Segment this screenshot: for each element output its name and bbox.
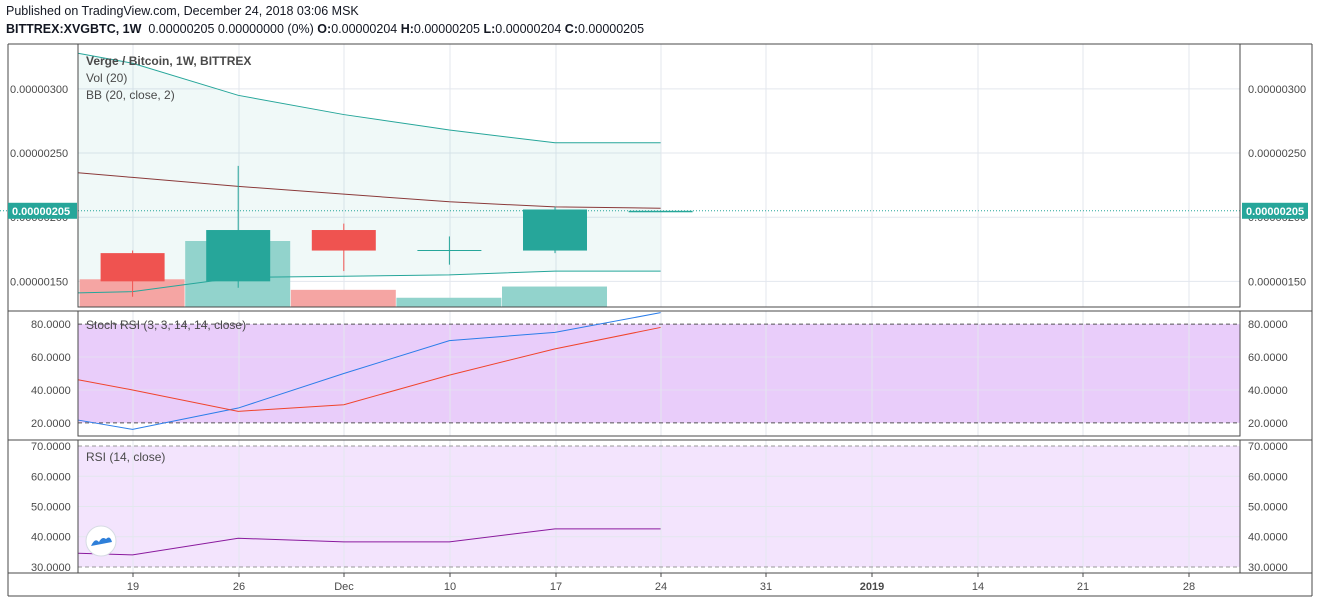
tradingview-logo-cloud [91, 537, 112, 546]
volume-bar [502, 286, 607, 307]
candle-body [100, 253, 165, 282]
y-tick-left: 0.00000300 [10, 84, 68, 96]
stoch-k-line [77, 312, 661, 430]
x-tick-label: 19 [127, 581, 139, 593]
x-tick-label: Dec [334, 581, 354, 593]
x-tick-label: 21 [1077, 581, 1089, 593]
stoch-pane-title: Stoch RSI (3, 3, 14, 14, close) [86, 318, 246, 332]
x-tick-label: 2019 [860, 581, 884, 593]
y-tick-left: 50.0000 [31, 502, 71, 514]
pane-border [77, 310, 1241, 437]
bollinger-legend: BB (20, close, 2) [86, 88, 175, 102]
x-tick-label: 24 [655, 581, 667, 593]
rsi-pane-title: RSI (14, close) [86, 450, 165, 464]
y-tick-right: 60.0000 [1248, 352, 1288, 364]
y-tick-left: 40.0000 [31, 385, 71, 397]
y-tick-left: 70.0000 [31, 441, 71, 453]
x-tick-label: 10 [444, 581, 456, 593]
stoch-d-line [77, 326, 661, 412]
close-label: C: [564, 22, 578, 36]
last-price-label-right: 0.00000205 [1246, 206, 1304, 218]
y-tick-right: 40.0000 [1248, 532, 1288, 544]
rsi-line [77, 528, 661, 556]
last-price-badge-right [1242, 202, 1308, 219]
price-pane-title: Verge / Bitcoin, 1W, BITTREX [86, 54, 251, 68]
chart-marks [0, 52, 1240, 568]
x-tick-label: 14 [972, 581, 984, 593]
x-tick-label: 28 [1183, 581, 1195, 593]
last-price-label-left: 0.00000205 [12, 206, 70, 218]
y-tick-left: 20.0000 [31, 418, 71, 430]
low-label: L: [483, 22, 496, 36]
x-tick-label: 17 [550, 581, 562, 593]
y-tick-left: 40.0000 [31, 532, 71, 544]
symbol-label: BITTREX:XVGBTC, 1W [6, 22, 142, 36]
y-tick-right: 0.00000250 [1248, 148, 1306, 160]
y-tick-right: 0.00000150 [1248, 276, 1306, 288]
published-line: Published on TradingView.com, December 2… [6, 4, 359, 18]
candle-body [311, 230, 376, 251]
y-tick-right: 50.0000 [1248, 502, 1288, 514]
candle-body [628, 210, 693, 213]
axis-labels: 0.00000300 0.00000300 0.00000250 0.00000250… [8, 54, 1308, 593]
y-tick-left: 60.0000 [31, 352, 71, 364]
y-tick-right: 40.0000 [1248, 385, 1288, 397]
volume-bar [396, 297, 502, 307]
change-value: 0.00000000 (0%) [217, 22, 314, 36]
pane-border [77, 43, 1241, 308]
stoch-band-fill [78, 324, 1240, 423]
y-tick-left: 60.0000 [31, 471, 71, 483]
y-tick-right: 20.0000 [1248, 418, 1288, 430]
y-tick-left: 0.00000250 [10, 148, 68, 160]
y-tick-right: 70.0000 [1248, 441, 1288, 453]
open-value: 0.00000204 [331, 22, 398, 36]
y-tick-right: 30.0000 [1248, 562, 1288, 574]
close-value: 0.00000205 [578, 22, 645, 36]
volume-legend: Vol (20) [86, 71, 127, 85]
candle-body [523, 209, 587, 251]
x-tick-label: 26 [233, 581, 245, 593]
y-tick-left: 80.0000 [31, 319, 71, 331]
open-label: O: [317, 22, 332, 36]
last-value: 0.00000205 [148, 22, 215, 36]
y-tick-left: 30.0000 [31, 562, 71, 574]
grid-lines [78, 44, 1240, 573]
candle-body [206, 230, 271, 282]
y-tick-right: 80.0000 [1248, 319, 1288, 331]
x-tick-label: 31 [760, 581, 772, 593]
y-tick-left: 0.00000150 [10, 276, 68, 288]
volume-bar [290, 289, 396, 307]
y-tick-right: 60.0000 [1248, 471, 1288, 483]
ohlc-line: BITTREX:XVGBTC, 1W 0.00000205 0.00000000… [6, 22, 644, 36]
high-value: 0.00000205 [413, 22, 480, 36]
y-tick-right: 0.00000300 [1248, 84, 1306, 96]
high-label: H: [400, 22, 414, 36]
low-value: 0.00000204 [495, 22, 562, 36]
pane-frames [7, 43, 1313, 597]
bollinger-upper-line [77, 52, 661, 144]
last-price-badge-left [8, 202, 77, 219]
